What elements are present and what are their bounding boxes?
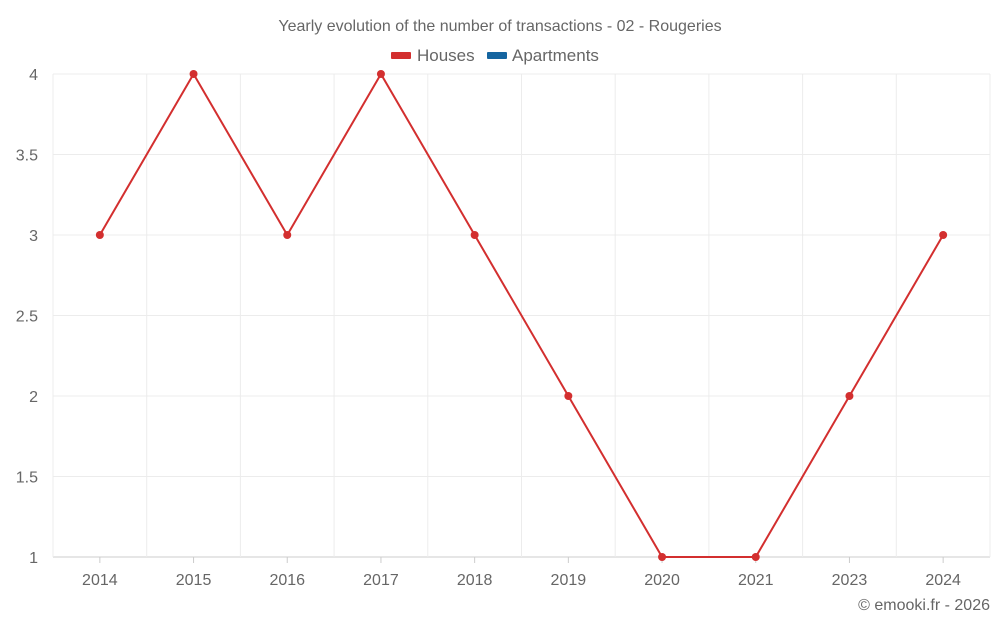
x-tick-label: 2020 (644, 572, 680, 589)
legend-item-apartments[interactable]: Apartments (487, 46, 599, 65)
y-tick-label: 1 (29, 550, 38, 567)
legend: Houses Apartments (391, 46, 599, 65)
x-tick-label: 2021 (738, 572, 774, 589)
x-tick-label: 2014 (82, 572, 118, 589)
x-tick-label: 2019 (551, 572, 587, 589)
series-houses (95, 70, 948, 561)
data-point[interactable] (189, 70, 198, 78)
data-point[interactable] (845, 392, 854, 400)
y-tick-label: 1.5 (16, 470, 38, 487)
x-tick-label: 2023 (832, 572, 868, 589)
series-line-houses (98, 73, 945, 558)
y-tick-label: 2.5 (16, 309, 38, 326)
y-tick-label: 2 (29, 389, 38, 406)
x-tick-label: 2017 (363, 572, 399, 589)
data-point[interactable] (470, 231, 479, 239)
data-point[interactable] (751, 553, 760, 561)
y-axis: 1 1.5 2 2.5 3 3.5 4 (16, 67, 38, 567)
data-point[interactable] (283, 231, 292, 239)
y-tick-label: 4 (29, 67, 38, 84)
data-point[interactable] (376, 70, 385, 78)
data-point[interactable] (564, 392, 573, 400)
credit-text: © emooki.fr - 2026 (858, 597, 990, 614)
y-tick-label: 3.5 (16, 148, 38, 165)
data-point[interactable] (658, 553, 667, 561)
legend-swatch-apartments (487, 52, 507, 59)
legend-label-houses: Houses (417, 46, 475, 65)
x-tick-label: 2018 (457, 572, 493, 589)
chart-title: Yearly evolution of the number of transa… (278, 18, 721, 35)
y-tick-label: 3 (29, 228, 38, 245)
legend-item-houses[interactable]: Houses (391, 46, 475, 65)
x-tick-label: 2016 (269, 572, 305, 589)
data-point[interactable] (95, 231, 104, 239)
x-axis: 2014 2015 2016 2017 2018 2019 2020 2021 2023 2024 (82, 557, 961, 589)
x-tick-label: 2024 (925, 572, 961, 589)
legend-swatch-houses (391, 52, 411, 59)
x-tick-label: 2015 (176, 572, 212, 589)
legend-label-apartments: Apartments (512, 46, 599, 65)
data-point[interactable] (939, 231, 948, 239)
